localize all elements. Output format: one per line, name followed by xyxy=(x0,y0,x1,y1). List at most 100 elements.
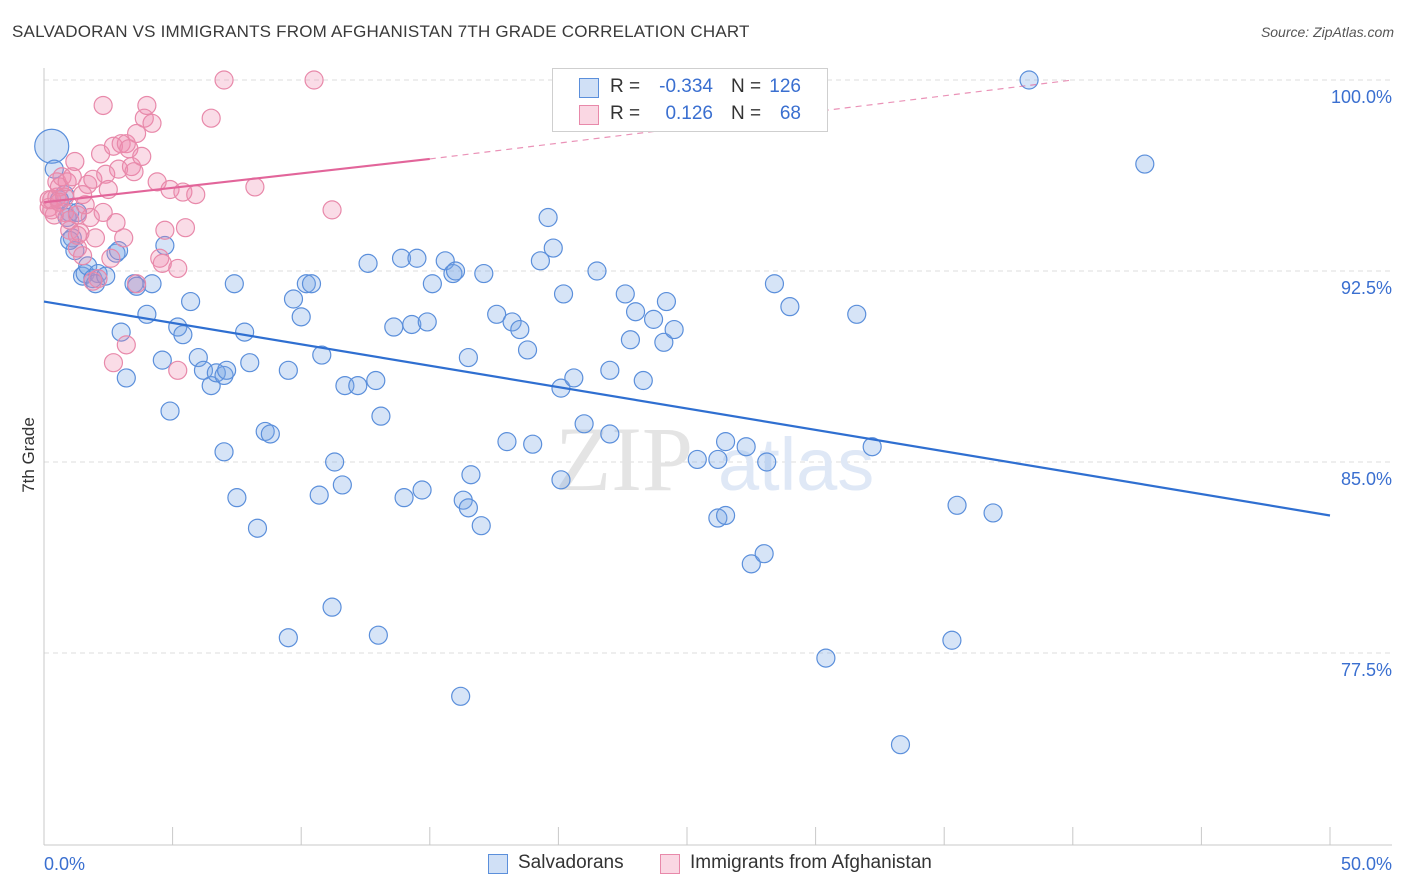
data-point xyxy=(708,449,728,470)
data-point xyxy=(764,274,785,294)
data-point xyxy=(407,248,427,268)
data-point xyxy=(625,302,646,322)
data-point xyxy=(461,465,481,485)
data-point xyxy=(412,480,432,500)
data-point xyxy=(309,485,329,505)
data-point xyxy=(391,248,412,268)
data-point xyxy=(103,353,124,373)
data-point xyxy=(543,238,563,258)
data-point xyxy=(384,317,404,337)
legend-swatch-pink xyxy=(579,105,599,125)
data-point xyxy=(474,263,494,284)
data-point xyxy=(553,284,574,304)
data-point xyxy=(260,424,280,444)
data-point xyxy=(422,274,442,294)
data-point xyxy=(235,322,255,342)
data-point xyxy=(445,261,466,281)
data-point xyxy=(780,297,800,317)
data-point xyxy=(93,202,113,223)
data-point xyxy=(458,347,478,368)
data-point xyxy=(497,432,517,452)
legend-row-afghanistan: R = 0.126 N = 68 xyxy=(553,101,827,127)
y-tick-label: 92.5% xyxy=(1341,278,1392,298)
data-point xyxy=(88,269,108,289)
data-point xyxy=(155,220,175,240)
legend-r-value: -0.334 xyxy=(659,76,713,97)
y-tick-label: 100.0% xyxy=(1331,87,1392,107)
data-point xyxy=(124,162,144,182)
data-point xyxy=(168,360,188,380)
data-point xyxy=(517,340,538,360)
data-point xyxy=(85,274,106,294)
trend-line-afghanistan xyxy=(43,157,430,204)
data-point xyxy=(402,314,422,335)
data-point xyxy=(487,304,507,324)
data-point xyxy=(78,174,98,195)
y-tick-label: 77.5% xyxy=(1341,660,1392,680)
data-point xyxy=(600,360,620,380)
x-tick-label-max: 50.0% xyxy=(1341,854,1392,874)
y-tick-label: 85.0% xyxy=(1341,469,1392,489)
data-point xyxy=(715,505,736,526)
data-point xyxy=(322,597,342,617)
data-point xyxy=(227,488,247,508)
data-point xyxy=(62,167,82,187)
data-point xyxy=(160,401,180,421)
data-point xyxy=(551,470,571,490)
data-point xyxy=(304,70,324,90)
data-point xyxy=(332,475,352,495)
data-point xyxy=(283,289,304,309)
data-point xyxy=(451,686,471,706)
data-point xyxy=(132,146,152,166)
watermark-atlas: atlas xyxy=(718,423,874,506)
data-point xyxy=(47,172,67,192)
data-point xyxy=(214,365,234,386)
data-point xyxy=(116,134,136,154)
data-point xyxy=(201,376,221,396)
data-point xyxy=(620,330,641,350)
data-point xyxy=(126,123,147,144)
axes xyxy=(43,68,1392,846)
data-point xyxy=(78,256,98,276)
x-tick-label-min: 0.0% xyxy=(44,854,85,874)
data-point xyxy=(116,335,136,355)
data-point xyxy=(181,291,201,312)
data-point xyxy=(72,246,93,266)
data-point xyxy=(126,274,147,294)
legend-n-value: 68 xyxy=(779,103,801,124)
data-point xyxy=(530,251,550,271)
data-point xyxy=(736,437,756,457)
data-point xyxy=(217,360,237,380)
data-point xyxy=(108,241,129,261)
data-point xyxy=(65,151,85,172)
data-point xyxy=(757,452,777,472)
legend-swatch-blue xyxy=(488,854,508,874)
data-point xyxy=(247,518,268,538)
data-point xyxy=(114,228,134,248)
data-point xyxy=(656,291,677,312)
data-point xyxy=(278,628,298,648)
y-axis-label: 7th Grade xyxy=(19,417,38,493)
data-point xyxy=(322,200,342,220)
data-point xyxy=(371,406,391,426)
data-point xyxy=(137,95,157,116)
data-point xyxy=(443,263,463,284)
data-point xyxy=(255,421,275,442)
data-point xyxy=(574,414,594,434)
legend-swatch-blue xyxy=(579,78,599,98)
chart-title: SALVADORAN VS IMMIGRANTS FROM AFGHANISTA… xyxy=(12,22,750,41)
data-point xyxy=(947,495,967,515)
data-point xyxy=(890,735,911,755)
source-label: Source: ZipAtlas.com xyxy=(1260,24,1394,40)
data-point xyxy=(111,322,131,342)
legend-r-label: R = xyxy=(610,103,641,124)
data-point xyxy=(152,253,172,273)
data-point xyxy=(150,248,170,268)
data-point xyxy=(643,309,664,329)
data-point xyxy=(633,370,653,391)
data-point xyxy=(564,368,584,388)
data-point xyxy=(587,261,607,281)
data-point xyxy=(67,225,88,245)
data-point xyxy=(291,307,311,327)
